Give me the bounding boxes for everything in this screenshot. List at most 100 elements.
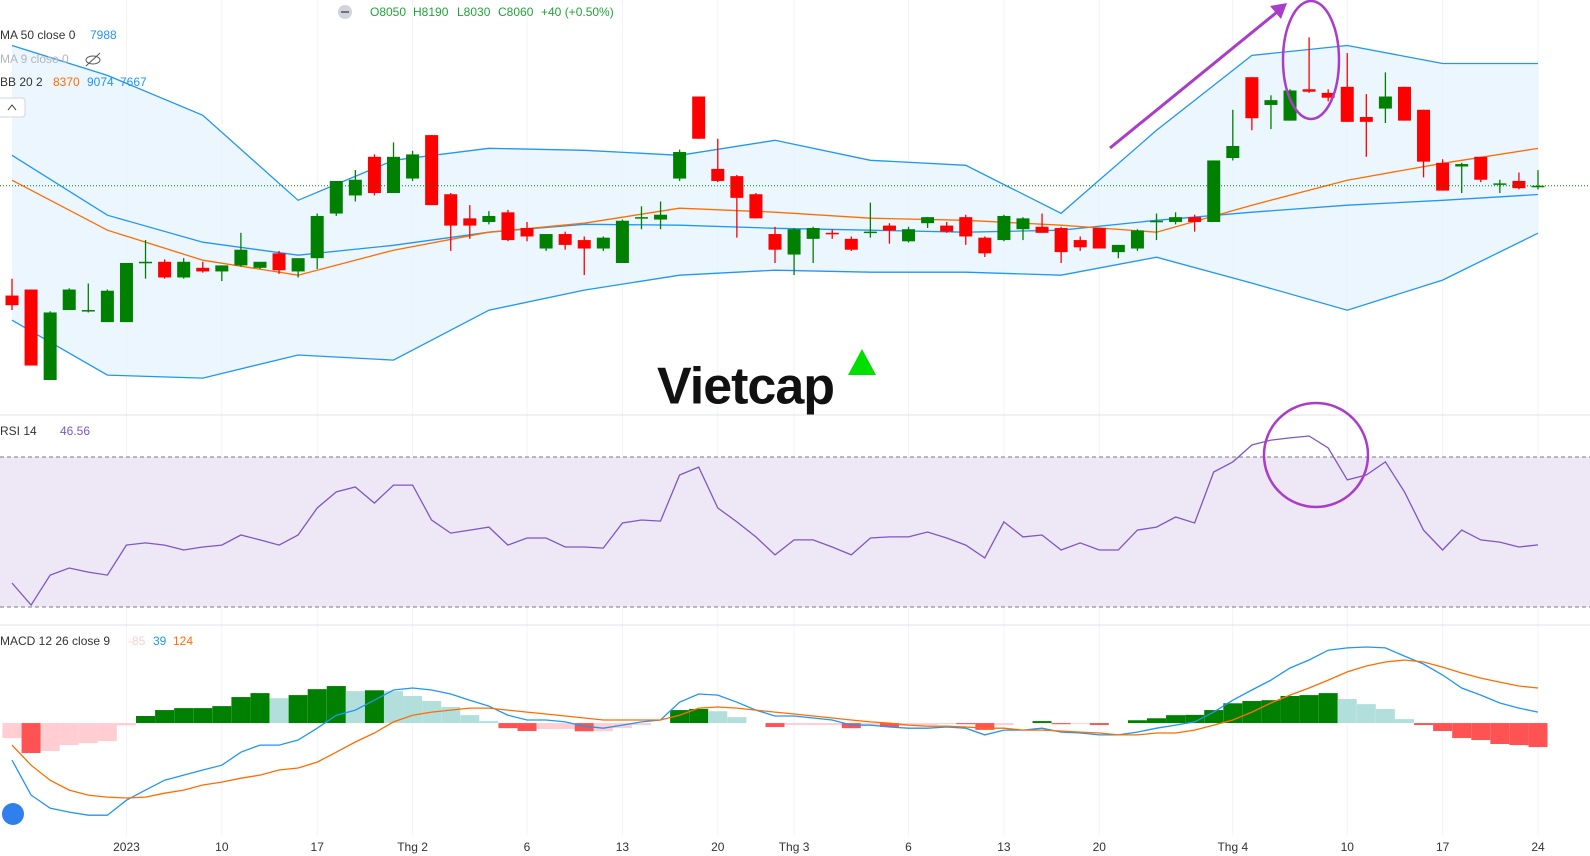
decoration <box>0 0 1590 825</box>
histogram-bar <box>193 708 213 724</box>
candle-body <box>367 156 381 194</box>
x-tick-label: 13 <box>997 840 1011 854</box>
candle-body <box>24 289 38 366</box>
x-tick-label: 20 <box>1093 840 1107 854</box>
indicator-value: 124 <box>173 634 193 648</box>
candle-body <box>234 249 248 266</box>
histogram-bar <box>593 723 613 732</box>
x-tick-label: Thg 3 <box>779 840 810 854</box>
candle-body <box>463 218 477 226</box>
histogram-bar <box>1204 710 1224 724</box>
eye-off-icon[interactable] <box>85 52 101 67</box>
toggle-button[interactable] <box>0 97 26 118</box>
legend-layer: O8050 H8190 L8030 C8060 +40 (+0.50%) MA 50 cl… <box>0 5 1545 854</box>
indicator-name: MACD 12 26 close 9 <box>0 634 110 648</box>
candle-body <box>1264 100 1278 105</box>
candle-body <box>634 217 648 219</box>
indicator-value: -85 <box>128 634 146 648</box>
rsi-line <box>11 435 1539 607</box>
logo-triangle <box>848 349 876 375</box>
x-tick-label: 20 <box>711 840 725 854</box>
candle-body <box>310 215 324 259</box>
x-tick-label: 13 <box>616 840 630 854</box>
candle-body <box>425 135 439 206</box>
candle-body <box>844 238 858 250</box>
histogram-bar <box>1375 708 1395 724</box>
candle-body <box>1378 96 1392 109</box>
candle-body <box>806 228 820 239</box>
histogram-bar <box>2 723 22 739</box>
candle-body <box>940 225 954 232</box>
candle-body <box>253 261 267 268</box>
candle-body <box>1207 160 1221 222</box>
logo-badge <box>2 803 24 825</box>
ohlc-label: O8050 <box>370 5 406 19</box>
histogram-bar <box>1089 723 1109 726</box>
plot-layer <box>0 37 1590 816</box>
histogram-bar <box>479 721 499 724</box>
histogram-bar <box>918 723 938 726</box>
ohlc-label: L8030 <box>457 5 491 19</box>
candle-body <box>1359 117 1373 122</box>
candle-body <box>539 234 553 249</box>
histogram-bar <box>97 723 117 742</box>
candle-body <box>825 232 839 235</box>
candle-body <box>1035 226 1049 233</box>
histogram-bar <box>1414 723 1434 726</box>
candle-body <box>1111 244 1125 253</box>
candle-body <box>501 212 515 241</box>
level-band <box>0 457 1590 607</box>
histogram-bar <box>21 723 41 754</box>
histogram-bar <box>364 690 384 724</box>
candle-body <box>1226 145 1240 159</box>
candle-body <box>329 180 343 214</box>
histogram-bar <box>1070 723 1090 724</box>
candle-body <box>62 289 76 311</box>
candle-body <box>558 234 572 245</box>
candle-body <box>997 215 1011 241</box>
candle-body <box>978 237 992 254</box>
candle-body <box>348 179 362 196</box>
indicator-name: MA 50 close 0 <box>0 28 76 42</box>
candle-body <box>577 240 591 249</box>
candle-body <box>100 290 114 323</box>
candle-body <box>1245 77 1259 119</box>
histogram-bar <box>1452 723 1472 739</box>
candle-body <box>1436 162 1450 191</box>
candle-body <box>1302 89 1316 92</box>
histogram-bar <box>460 715 480 724</box>
candle-body <box>1130 230 1144 249</box>
candle-body <box>272 253 286 271</box>
candle-body <box>177 261 191 278</box>
candle-body <box>5 295 19 306</box>
histogram-bar <box>1433 723 1453 731</box>
histogram-bar <box>956 723 976 725</box>
histogram-bar <box>1299 695 1319 724</box>
candle-body <box>291 258 305 272</box>
histogram-bar <box>1032 721 1052 724</box>
ohlc-label: H8190 <box>413 5 449 19</box>
candle-body <box>730 176 744 198</box>
x-tick-label: 17 <box>1436 840 1450 854</box>
histogram-bar <box>765 723 785 728</box>
candle-body <box>1474 156 1488 180</box>
histogram-bar <box>136 716 156 724</box>
x-tick-label: 6 <box>524 840 531 854</box>
indicator-value: 39 <box>153 634 167 648</box>
histogram-bar <box>1185 714 1205 724</box>
indicator-name: MA 9 close 0 <box>0 52 69 66</box>
annotation-arrow <box>1109 6 1283 150</box>
macd-line <box>11 659 1539 799</box>
candle-body <box>959 217 973 237</box>
indicator-name: RSI 14 <box>0 424 37 438</box>
histogram-bar <box>727 717 747 724</box>
x-tick-label: 10 <box>215 840 229 854</box>
histogram-bar <box>994 723 1014 726</box>
x-tick-label: 2023 <box>113 840 140 854</box>
candle-body <box>444 194 458 226</box>
histogram-bar <box>1356 704 1376 724</box>
histogram-bar <box>40 723 60 752</box>
histogram-bar <box>212 706 232 724</box>
histogram-bar <box>937 723 957 724</box>
histogram-bar <box>116 723 136 726</box>
